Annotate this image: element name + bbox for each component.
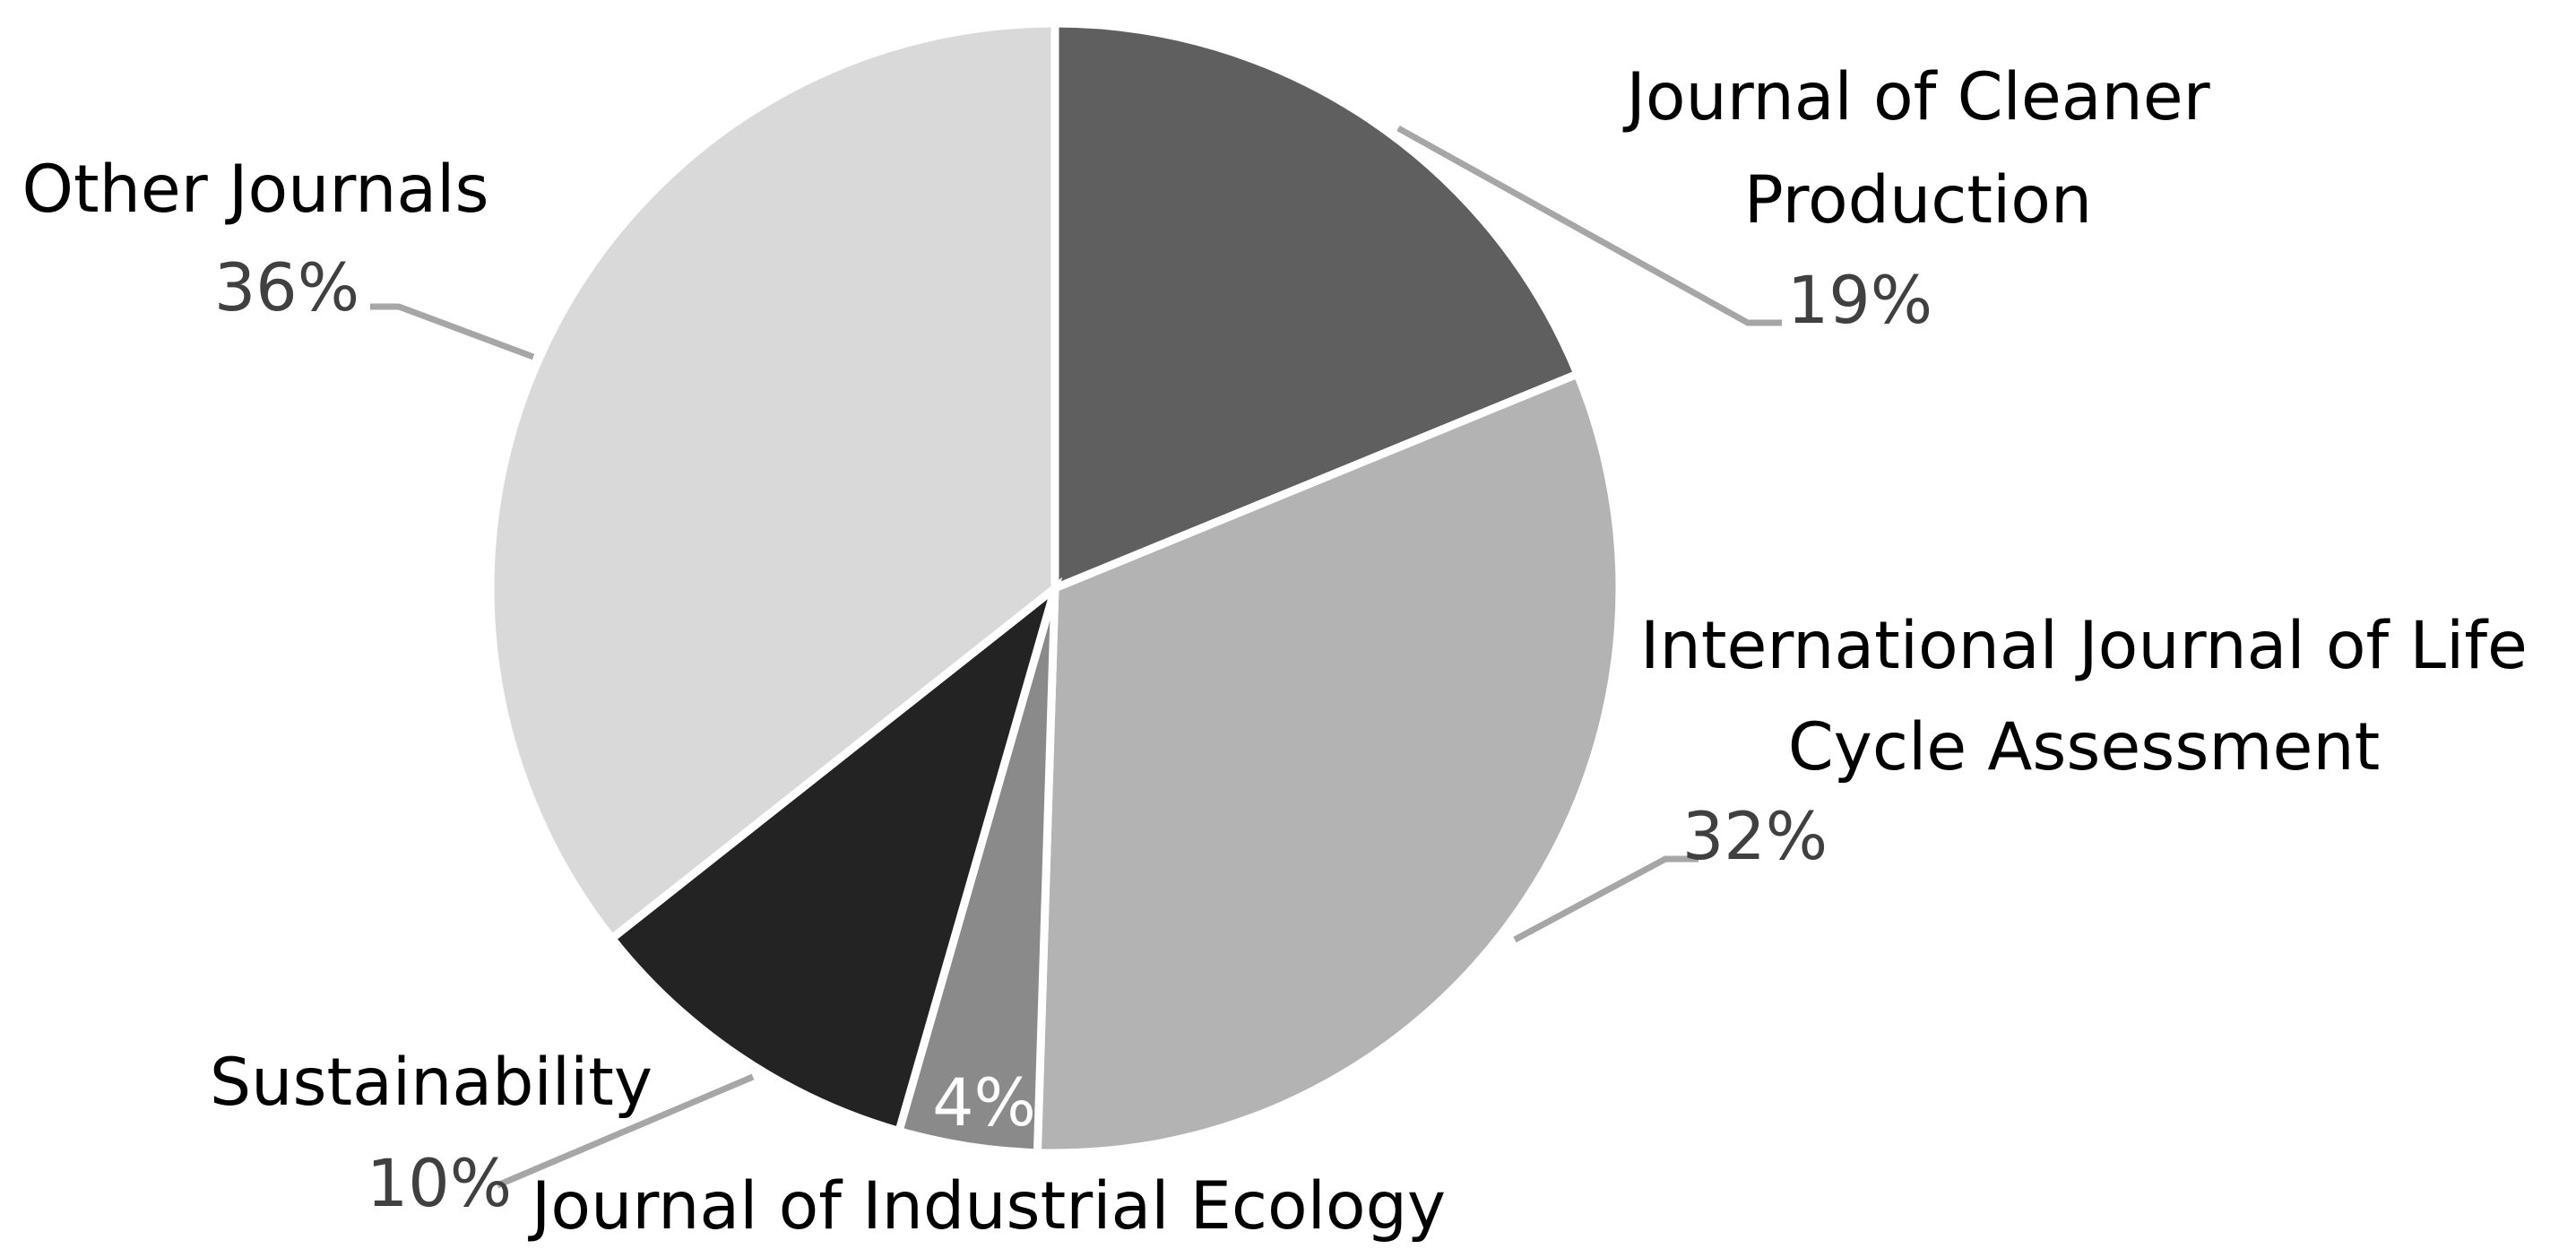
pie-slice-journal-of-cleaner-production [1050,19,1583,594]
pie-slice-sustainability [606,577,1063,1137]
slice-name-label-international-journal-of-life-cycle-assessment: Cycle Assessment [1788,709,2381,785]
slice-name-label-journal-of-cleaner-production: Production [1744,162,2092,239]
slice-percent-label-other-journals: 36% [214,250,359,326]
slice-percent-label-sustainability: 10% [367,1146,512,1222]
leader-line-international-journal-of-life-cycle-assessment [1513,855,1699,943]
slice-name-label-sustainability: Sustainability [210,1045,653,1121]
leader-line-journal-of-cleaner-production [1396,125,1782,326]
pie-slice-other-journals [486,19,1059,944]
slice-percent-label-journal-of-cleaner-production: 19% [1787,263,1932,339]
slice-name-label-other-journals: Other Journals [22,152,489,228]
leader-lines [370,125,1782,1189]
slice-percent-label-international-journal-of-life-cycle-assessment: 32% [1682,799,1828,875]
pie-slice-international-journal-of-life-cycle-assessment [1033,369,1624,1158]
slice-labels: Journal of Cleaner Production 19% Internati… [22,59,2528,1245]
leader-line-sustainability [496,1073,755,1189]
pie-slices [486,19,1624,1158]
slice-name-label-journal-of-cleaner-production: Journal of Cleaner [1622,59,2210,135]
leader-line-other-journals [370,303,535,360]
slice-name-label-international-journal-of-life-cycle-assessment: International Journal of Life [1640,608,2528,684]
slice-percent-label-journal-of-industrial-ecology: 4% [932,1065,1036,1141]
slice-name-label-journal-of-industrial-ecology: Journal of Industrial Ecology [528,1168,1446,1245]
